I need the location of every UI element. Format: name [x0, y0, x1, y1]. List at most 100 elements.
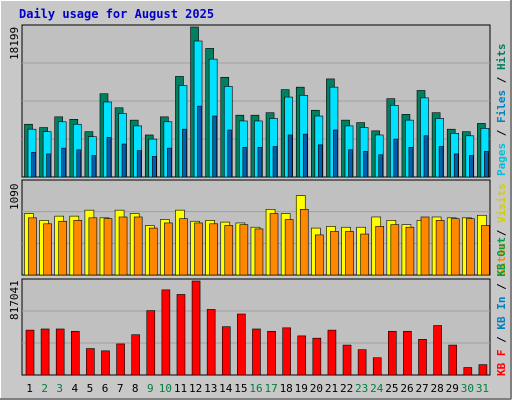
sites-bar [194, 222, 203, 276]
visits-panel-legend: Sites / Visits [495, 183, 508, 276]
day-label: 25 [385, 382, 398, 395]
kbf-bar [176, 294, 186, 376]
sites-bar [28, 217, 37, 276]
sites-bar [450, 218, 460, 276]
pages-bar [106, 137, 112, 178]
legend-kbout: KB Out [495, 237, 508, 277]
day-label: 6 [102, 382, 109, 395]
kbf-bar [191, 280, 201, 376]
kbf-bar [388, 330, 397, 376]
legend-hits: Hits [495, 44, 508, 71]
kbf-bar [312, 337, 322, 376]
pages-bar [272, 146, 278, 178]
pages-bar [136, 150, 142, 178]
pages-bar [453, 153, 459, 178]
sites-bar [375, 226, 385, 276]
day-label: 20 [310, 382, 323, 395]
pages-bar [242, 147, 248, 178]
day-label: 10 [159, 382, 172, 395]
day-axis-labels: 1 2 3 4 5 6 7 8 9 10 11 12 13 14 15 16 17 18 19 20 21 22 23 24 2… [26, 382, 489, 395]
sites-bar [269, 213, 279, 276]
pages-bar [91, 155, 97, 178]
legend-visits: Visits [495, 183, 508, 223]
kbytes-panel-legend: KB F / KB In / KB Out [495, 237, 508, 376]
sites-bar [481, 225, 490, 276]
day-label: 23 [355, 382, 368, 395]
kbf-bar [282, 327, 291, 376]
kbf-bar [40, 328, 50, 376]
kbf-bar [131, 334, 140, 376]
kbf-bar [478, 364, 488, 376]
sites-bar [103, 218, 113, 276]
kbf-bar [372, 357, 382, 376]
day-label: 27 [415, 382, 428, 395]
sites-bar [390, 224, 400, 276]
pages-bar [469, 155, 474, 178]
day-label: 15 [234, 382, 247, 395]
pages-bar [363, 151, 368, 178]
sites-bar [133, 216, 143, 276]
sites-bar [179, 218, 188, 276]
kbf-bar [403, 330, 412, 376]
pages-bar [287, 134, 293, 178]
sites-bar [405, 226, 415, 276]
chart-marks [22, 26, 490, 376]
sites-bar [299, 209, 309, 276]
day-label: 4 [72, 382, 79, 395]
day-label: 12 [189, 382, 202, 395]
kbf-bar [116, 343, 125, 376]
pages-bar [302, 133, 308, 178]
day-label: 22 [340, 382, 353, 395]
kbf-bar [221, 326, 231, 376]
sites-bar [420, 216, 430, 276]
kbf-bar [25, 329, 35, 376]
sites-bar [345, 231, 354, 276]
sites-bar [330, 231, 339, 276]
sites-bar [43, 223, 52, 276]
kbf-bar [55, 328, 65, 376]
kbf-bar [448, 344, 458, 376]
sites-bar [360, 233, 369, 276]
legend-files: Files [495, 90, 508, 123]
legend-pages: Pages [495, 143, 508, 176]
day-label: 7 [117, 382, 124, 395]
chart-title: Daily usage for August 2025 [19, 7, 214, 21]
sites-bar [118, 216, 128, 276]
pages-bar [76, 149, 82, 178]
sites-bar [466, 218, 475, 276]
day-label: 3 [56, 382, 63, 395]
pages-bar [227, 129, 233, 178]
visits-panel-ymax-label: 1090 [8, 184, 21, 211]
pages-bar [182, 128, 187, 178]
sites-bar [148, 227, 158, 276]
day-label: 19 [295, 382, 308, 395]
kbf-bar [237, 313, 246, 376]
legend-kbin: KB In [495, 297, 508, 330]
pages-bar [484, 151, 489, 178]
day-label: 13 [204, 382, 217, 395]
hits-panel-legend: Pages / Files / Hits [495, 44, 508, 177]
hits-panel-ymax-label: 18199 [8, 27, 21, 60]
pages-bar [423, 135, 429, 178]
kbf-bar [418, 339, 427, 376]
kbf-bar [161, 289, 171, 376]
kbf-bar [342, 344, 352, 376]
day-label: 14 [219, 382, 233, 395]
kbf-bar [252, 328, 261, 376]
kbf-bar [267, 330, 276, 376]
kbf-bar [297, 335, 307, 376]
legend-kbf: KB F [495, 350, 508, 377]
kbf-bar [463, 367, 473, 376]
pages-bar [151, 156, 157, 178]
pages-bar [438, 146, 444, 178]
sites-bar [315, 234, 324, 276]
sites-bar [88, 217, 98, 276]
pages-bar [121, 143, 127, 178]
pages-bar [318, 144, 323, 178]
pages-bar [333, 129, 338, 178]
pages-bar [408, 147, 414, 178]
day-label: 31 [476, 382, 489, 395]
day-label: 16 [249, 382, 262, 395]
